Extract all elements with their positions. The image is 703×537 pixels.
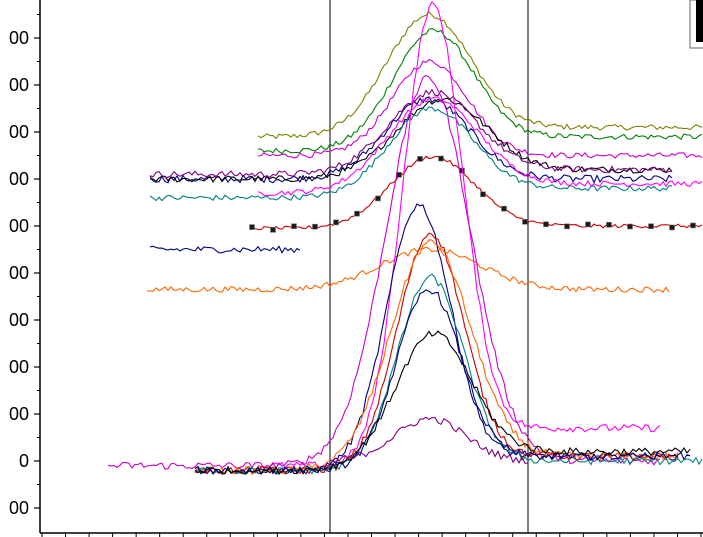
series-line bbox=[149, 88, 673, 179]
series-line bbox=[251, 155, 703, 231]
series-marker bbox=[375, 195, 381, 202]
y-tick-label: 00 bbox=[9, 263, 29, 283]
series-line bbox=[257, 58, 703, 159]
series-marker bbox=[669, 224, 675, 231]
y-tick-label: 00 bbox=[9, 75, 29, 95]
series-line bbox=[194, 273, 703, 475]
series-marker bbox=[606, 221, 612, 228]
series-marker bbox=[648, 223, 654, 230]
series-line bbox=[149, 245, 301, 254]
legend-swatch bbox=[696, 0, 703, 42]
y-tick-label: 00 bbox=[9, 310, 29, 330]
series-line bbox=[194, 330, 691, 476]
series-line bbox=[149, 96, 673, 184]
series-line bbox=[194, 239, 679, 476]
series-line bbox=[194, 232, 679, 475]
series-marker bbox=[585, 221, 591, 228]
y-tick-label: 00 bbox=[9, 28, 29, 48]
y-tick-label: 00 bbox=[9, 357, 29, 377]
y-tick-label: 0 bbox=[19, 451, 29, 471]
series-line bbox=[194, 203, 691, 475]
y-tick-label: 00 bbox=[9, 169, 29, 189]
series-line bbox=[149, 106, 673, 202]
series-marker bbox=[480, 191, 486, 198]
series-marker bbox=[522, 218, 528, 225]
series-marker bbox=[438, 155, 444, 162]
y-tick-label: 00 bbox=[9, 498, 29, 518]
series-line bbox=[194, 289, 679, 475]
series-marker bbox=[291, 223, 297, 230]
y-tick-label: 00 bbox=[9, 122, 29, 142]
series-line bbox=[257, 27, 703, 155]
series-marker bbox=[249, 224, 255, 230]
series-line bbox=[329, 416, 529, 465]
series-line bbox=[257, 0, 661, 470]
y-tick-label: 00 bbox=[9, 216, 29, 236]
series-marker bbox=[627, 223, 633, 230]
series-marker bbox=[690, 222, 696, 229]
series-marker bbox=[543, 221, 549, 228]
y-tick-label: 00 bbox=[9, 404, 29, 424]
series-marker bbox=[312, 223, 318, 230]
legend-box bbox=[689, 0, 703, 49]
series-line bbox=[257, 11, 703, 140]
series-marker bbox=[333, 219, 339, 226]
series-marker bbox=[417, 156, 423, 162]
series-lines bbox=[107, 0, 703, 476]
series-marker bbox=[564, 223, 570, 230]
series-marker bbox=[354, 210, 360, 217]
series-line bbox=[146, 246, 670, 293]
series-marker bbox=[270, 227, 276, 233]
series-marker bbox=[501, 205, 507, 212]
series-line bbox=[257, 96, 703, 197]
